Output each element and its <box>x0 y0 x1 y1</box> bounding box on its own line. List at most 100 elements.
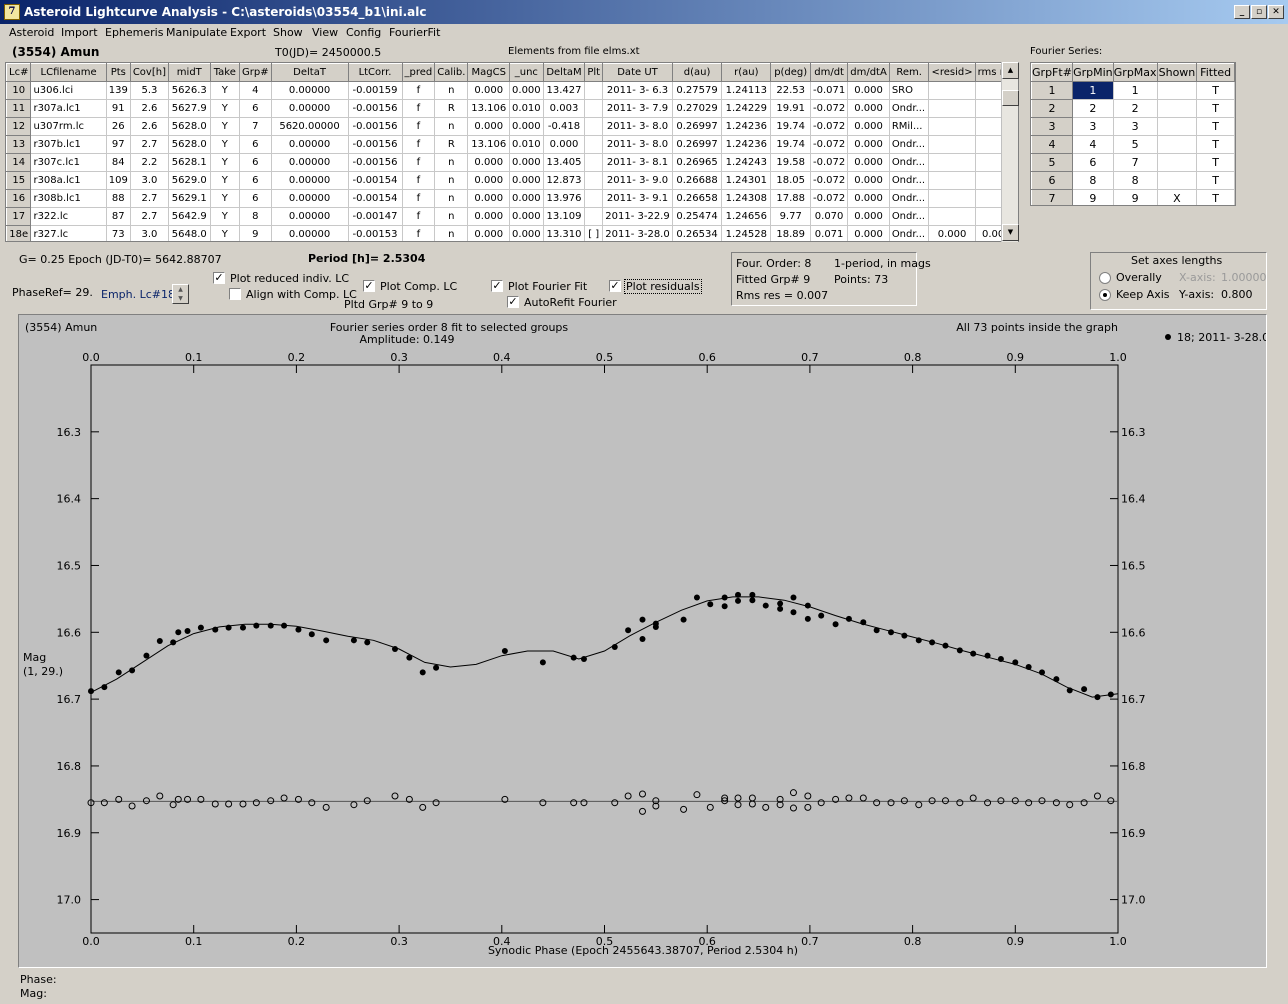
table-cell[interactable]: 0.010 <box>509 99 544 118</box>
table-cell[interactable]: 0.000 <box>847 99 890 118</box>
table-cell[interactable]: r327.lc <box>30 225 107 241</box>
table-cell[interactable]: 0.000 <box>847 225 890 241</box>
table-cell[interactable]: 2 <box>1112 99 1158 118</box>
table-cell[interactable]: 1.24229 <box>721 99 772 118</box>
table-cell[interactable]: 2011- 3- 9.1 <box>602 189 673 208</box>
table-cell[interactable]: Y <box>209 81 240 100</box>
table-cell[interactable]: Y <box>209 207 240 226</box>
table-cell[interactable]: 8 <box>1112 171 1158 190</box>
table-row[interactable]: 17 r322.lc 87 2.7 5642.9 Y 8 0.00000 -0.00147 f n 0… <box>6 207 1018 226</box>
table-cell[interactable]: 13.106 <box>467 135 511 154</box>
lightcurve-plot-panel[interactable]: (3554) Amun Fourier series order 8 fit t… <box>18 314 1267 968</box>
table-cell[interactable]: 18.05 <box>770 171 811 190</box>
table-cell[interactable]: 2011- 3-22.9 <box>602 207 673 226</box>
table-cell[interactable]: 8 <box>238 207 272 226</box>
lc-column-header[interactable]: LCfilename <box>30 63 107 82</box>
table-row[interactable]: 11 r307a.lc1 91 2.6 5627.9 Y 6 0.00000 -0.00156 f… <box>6 99 1018 118</box>
table-cell[interactable]: 0.000 <box>509 153 544 172</box>
table-cell[interactable]: 2011- 3- 8.1 <box>602 153 673 172</box>
table-cell[interactable]: r308b.lc1 <box>30 189 107 208</box>
table-cell[interactable]: 0.26997 <box>671 135 723 154</box>
table-cell[interactable]: 0.00000 <box>270 207 349 226</box>
table-cell[interactable]: 0.000 <box>542 135 586 154</box>
lc-column-header[interactable]: d(au) <box>671 63 723 82</box>
table-cell[interactable]: 2.6 <box>129 117 170 136</box>
lc-column-header[interactable]: Pts <box>105 63 131 82</box>
table-cell[interactable]: n <box>434 189 469 208</box>
table-cell[interactable]: 5629.0 <box>168 171 211 190</box>
table-cell[interactable]: 0.010 <box>509 135 544 154</box>
table-cell[interactable]: -0.071 <box>809 81 849 100</box>
table-cell[interactable]: 0.00000 <box>270 81 349 100</box>
table-cell[interactable]: 0.000 <box>847 207 890 226</box>
lc-column-header[interactable]: Calib. <box>434 63 469 82</box>
table-cell[interactable]: 0.27579 <box>671 81 723 100</box>
table-cell[interactable]: 0.070 <box>809 207 849 226</box>
table-cell[interactable]: R <box>434 135 469 154</box>
table-cell[interactable]: 2011- 3- 8.0 <box>602 135 673 154</box>
table-cell[interactable]: 6 <box>1071 153 1114 172</box>
table-cell[interactable]: 1.24301 <box>721 171 772 190</box>
menu-show[interactable]: Show <box>273 26 303 39</box>
table-row[interactable]: 10 u306.lci 139 5.3 5626.3 Y 4 0.00000 -0.00159 f… <box>6 81 1018 100</box>
table-cell[interactable]: 0.000 <box>847 81 890 100</box>
table-cell[interactable]: 73 <box>105 225 131 241</box>
row-header[interactable]: 15 <box>6 171 32 190</box>
table-cell[interactable]: r307c.lc1 <box>30 153 107 172</box>
table-row[interactable]: 15 r308a.lc1 109 3.0 5629.0 Y 6 0.00000 -0.00154… <box>6 171 1018 190</box>
table-cell[interactable]: T <box>1196 171 1235 190</box>
table-cell[interactable]: 5628.0 <box>168 117 211 136</box>
table-cell[interactable]: 1.24528 <box>721 225 772 241</box>
lc-column-header[interactable]: r(au) <box>721 63 772 82</box>
row-header[interactable]: 12 <box>6 117 32 136</box>
row-header[interactable]: 3 <box>1031 117 1073 136</box>
row-header[interactable]: 4 <box>1031 135 1073 154</box>
table-cell[interactable]: 0.000 <box>467 117 511 136</box>
table-cell[interactable] <box>1156 81 1198 100</box>
table-cell[interactable]: 9 <box>238 225 272 241</box>
table-cell[interactable] <box>584 135 604 154</box>
table-cell[interactable]: 13.427 <box>542 81 586 100</box>
table-cell[interactable]: -0.072 <box>809 99 849 118</box>
table-cell[interactable]: Y <box>209 225 240 241</box>
table-cell[interactable]: Ondr... <box>888 189 930 208</box>
table-cell[interactable]: 0.00000 <box>270 171 349 190</box>
table-cell[interactable]: Ondr... <box>888 99 930 118</box>
table-cell[interactable]: n <box>434 207 469 226</box>
table-cell[interactable]: 9 <box>1112 189 1158 205</box>
table-cell[interactable]: 8 <box>1071 171 1114 190</box>
table-cell[interactable] <box>1156 153 1198 172</box>
menu-export[interactable]: Export <box>230 26 267 39</box>
table-cell[interactable]: 84 <box>105 153 131 172</box>
table-cell[interactable]: Y <box>209 153 240 172</box>
table-cell[interactable]: 7 <box>1112 153 1158 172</box>
table-cell[interactable]: 4 <box>238 81 272 100</box>
lc-column-header[interactable]: p(deg) <box>770 63 811 82</box>
table-cell[interactable] <box>928 153 976 172</box>
scroll-thumb[interactable] <box>1002 90 1019 106</box>
lc-column-header[interactable]: _pred <box>401 63 436 82</box>
lc-column-header[interactable]: Rem. <box>888 63 930 82</box>
table-cell[interactable] <box>928 189 976 208</box>
table-cell[interactable]: 2.6 <box>129 99 170 118</box>
lc-column-header[interactable]: <resid> <box>928 63 976 82</box>
menu-asteroid[interactable]: Asteroid <box>9 26 55 39</box>
table-cell[interactable]: T <box>1196 135 1235 154</box>
table-cell[interactable]: RMil... <box>888 117 930 136</box>
lightcurve-table[interactable]: Lc# LCfilename Pts Cov[h] midT Take Grp# DeltaT… <box>5 62 1019 242</box>
table-cell[interactable]: 0.000 <box>509 207 544 226</box>
app-icon[interactable]: 7 <box>4 4 20 20</box>
table-cell[interactable]: 22.53 <box>770 81 811 100</box>
table-cell[interactable]: 0.071 <box>809 225 849 241</box>
table-cell[interactable]: 1.24243 <box>721 153 772 172</box>
table-cell[interactable] <box>584 81 604 100</box>
table-cell[interactable] <box>584 99 604 118</box>
row-header[interactable]: 16 <box>6 189 32 208</box>
lc-column-header[interactable]: Plt <box>584 63 604 82</box>
lc-column-header[interactable]: Take <box>209 63 240 82</box>
menu-view[interactable]: View <box>312 26 339 39</box>
fourier-column-header[interactable]: GrpMax <box>1112 63 1158 82</box>
lc-column-header[interactable]: DeltaT <box>270 63 349 82</box>
table-cell[interactable]: n <box>434 117 469 136</box>
table-cell[interactable]: 6 <box>238 189 272 208</box>
